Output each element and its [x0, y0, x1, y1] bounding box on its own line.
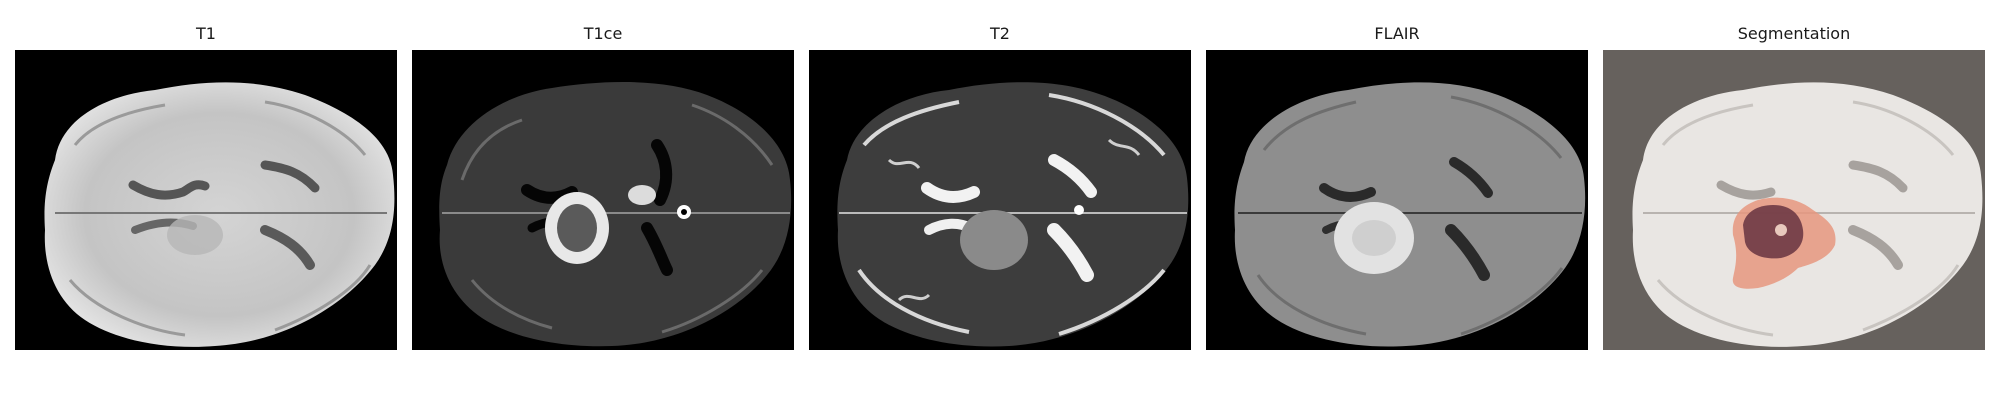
mri-panel-segmentation: [1603, 50, 1985, 350]
panel-title-t2: T2: [990, 24, 1010, 43]
brain-image-segmentation: [1603, 50, 1985, 350]
tumor-core-region: [1743, 205, 1804, 259]
mri-panel-t1: [15, 50, 397, 350]
brain-image-t1: [15, 50, 397, 350]
panel-title-t1: T1: [196, 24, 216, 43]
mri-panel-flair: [1206, 50, 1588, 350]
brain-image-flair: [1206, 50, 1588, 350]
necrotic-spot: [1775, 224, 1787, 236]
panel-title-flair: FLAIR: [1374, 24, 1420, 43]
brain-image-t1ce: [412, 50, 794, 350]
panel-title-segmentation: Segmentation: [1737, 24, 1851, 43]
brain-image-t2: [809, 50, 1191, 350]
mri-panel-t2: [809, 50, 1191, 350]
mri-panel-t1ce: [412, 50, 794, 350]
panel-title-t1ce: T1ce: [583, 24, 623, 43]
